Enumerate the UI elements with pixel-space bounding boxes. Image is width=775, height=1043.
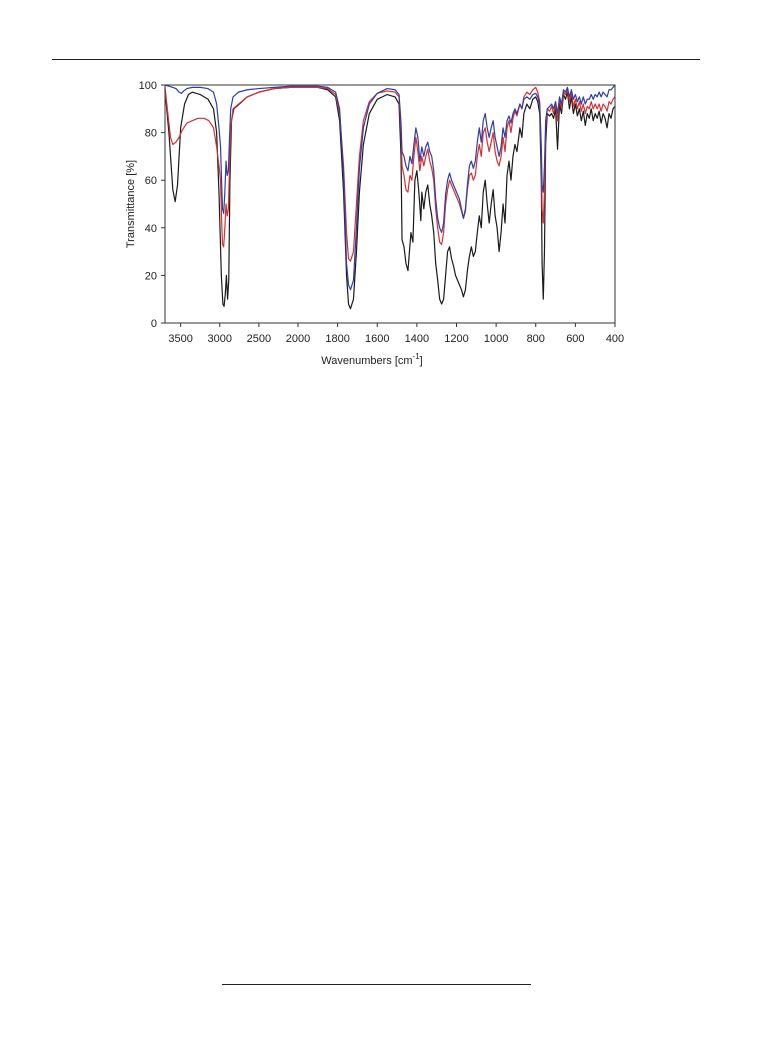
x-tick-label: 1200 — [444, 333, 468, 345]
y-tick-label: 0 — [151, 318, 157, 330]
plot-frame — [164, 84, 616, 324]
x-axis-ticks: 3500 3000 2500 2000 1800 1600 1400 1200 1000 800 6… — [168, 323, 624, 345]
x-tick-label: 600 — [566, 333, 584, 345]
x-tick-label: 800 — [527, 333, 545, 345]
x-tick-label: 2500 — [247, 333, 271, 345]
page-top-rule — [52, 59, 700, 60]
y-tick-label: 40 — [145, 223, 157, 235]
x-tick-label: 2000 — [286, 333, 310, 345]
y-tick-label: 100 — [139, 80, 157, 92]
series-line-3 — [164, 84, 616, 291]
y-axis-title: Transmittance [%] — [125, 160, 137, 248]
y-tick-label: 80 — [145, 128, 157, 140]
y-axis-ticks: 0 20 40 60 80 100 — [139, 80, 165, 330]
x-tick-label: 3000 — [208, 333, 232, 345]
series-line-1 — [164, 86, 616, 310]
x-tick-label: 3500 — [168, 333, 192, 345]
x-tick-label: 1600 — [365, 333, 389, 345]
x-tick-label: 1400 — [405, 333, 429, 345]
y-tick-label: 60 — [145, 175, 157, 187]
x-tick-label: 400 — [606, 333, 624, 345]
y-tick-label: 20 — [145, 270, 157, 282]
page-bottom-rule — [222, 984, 531, 985]
x-tick-label: 1800 — [325, 333, 349, 345]
x-tick-label: 1000 — [484, 333, 508, 345]
series-layer — [164, 84, 616, 310]
x-axis-title: Wavenumbers [cm-1] — [321, 352, 422, 367]
